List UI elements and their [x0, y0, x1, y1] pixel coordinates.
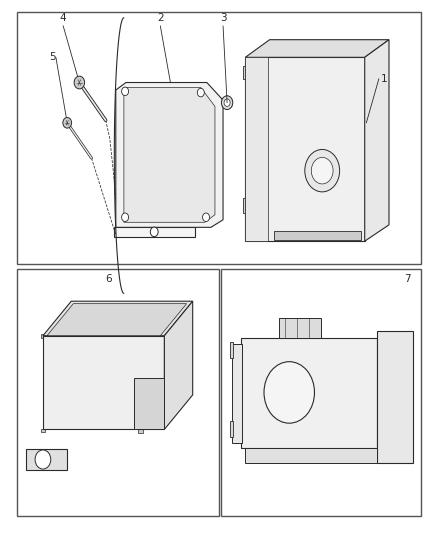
- Circle shape: [150, 227, 158, 237]
- Polygon shape: [124, 87, 215, 222]
- Bar: [40, 335, 45, 338]
- Circle shape: [197, 88, 204, 97]
- Polygon shape: [230, 342, 233, 358]
- Polygon shape: [245, 448, 377, 463]
- Polygon shape: [279, 318, 321, 338]
- Polygon shape: [114, 228, 195, 237]
- Bar: [246, 77, 266, 110]
- Circle shape: [311, 157, 333, 184]
- Bar: [246, 176, 266, 208]
- Bar: [396, 360, 406, 395]
- Bar: [243, 66, 247, 79]
- Polygon shape: [274, 231, 360, 240]
- Circle shape: [224, 99, 230, 107]
- Bar: [360, 200, 367, 211]
- Polygon shape: [47, 304, 187, 336]
- Bar: [221, 269, 421, 516]
- Text: 7: 7: [404, 274, 411, 284]
- Polygon shape: [134, 378, 164, 430]
- Bar: [17, 269, 219, 516]
- Polygon shape: [230, 421, 233, 437]
- Polygon shape: [245, 58, 268, 241]
- Polygon shape: [164, 301, 193, 430]
- Polygon shape: [26, 449, 67, 470]
- Polygon shape: [245, 58, 365, 241]
- Text: 4: 4: [60, 13, 67, 23]
- Bar: [139, 385, 144, 401]
- Polygon shape: [245, 39, 389, 58]
- Circle shape: [264, 362, 314, 423]
- Bar: [246, 143, 266, 176]
- Text: 6: 6: [106, 274, 112, 284]
- Polygon shape: [43, 301, 193, 336]
- Circle shape: [305, 149, 339, 192]
- Polygon shape: [232, 344, 242, 443]
- Bar: [17, 12, 421, 264]
- Polygon shape: [377, 331, 413, 463]
- Polygon shape: [241, 338, 377, 448]
- Circle shape: [202, 213, 209, 222]
- Circle shape: [35, 450, 51, 469]
- Bar: [381, 405, 392, 439]
- Bar: [138, 430, 142, 433]
- Text: 2: 2: [157, 13, 164, 23]
- Polygon shape: [43, 336, 164, 430]
- Circle shape: [63, 117, 71, 128]
- Bar: [155, 385, 160, 401]
- Text: 1: 1: [381, 74, 388, 84]
- Bar: [155, 405, 160, 421]
- Text: 5: 5: [49, 52, 56, 62]
- Bar: [246, 110, 266, 143]
- Circle shape: [222, 96, 233, 110]
- Polygon shape: [365, 39, 389, 241]
- Circle shape: [122, 87, 129, 95]
- Bar: [147, 385, 152, 401]
- Polygon shape: [116, 83, 223, 228]
- Text: 3: 3: [220, 13, 226, 23]
- Bar: [246, 208, 266, 241]
- Circle shape: [122, 213, 129, 222]
- Bar: [360, 66, 367, 77]
- Bar: [381, 360, 392, 395]
- Bar: [40, 429, 45, 432]
- Bar: [243, 198, 247, 214]
- Bar: [147, 405, 152, 421]
- Bar: [396, 405, 406, 439]
- Circle shape: [74, 76, 85, 89]
- Bar: [139, 405, 144, 421]
